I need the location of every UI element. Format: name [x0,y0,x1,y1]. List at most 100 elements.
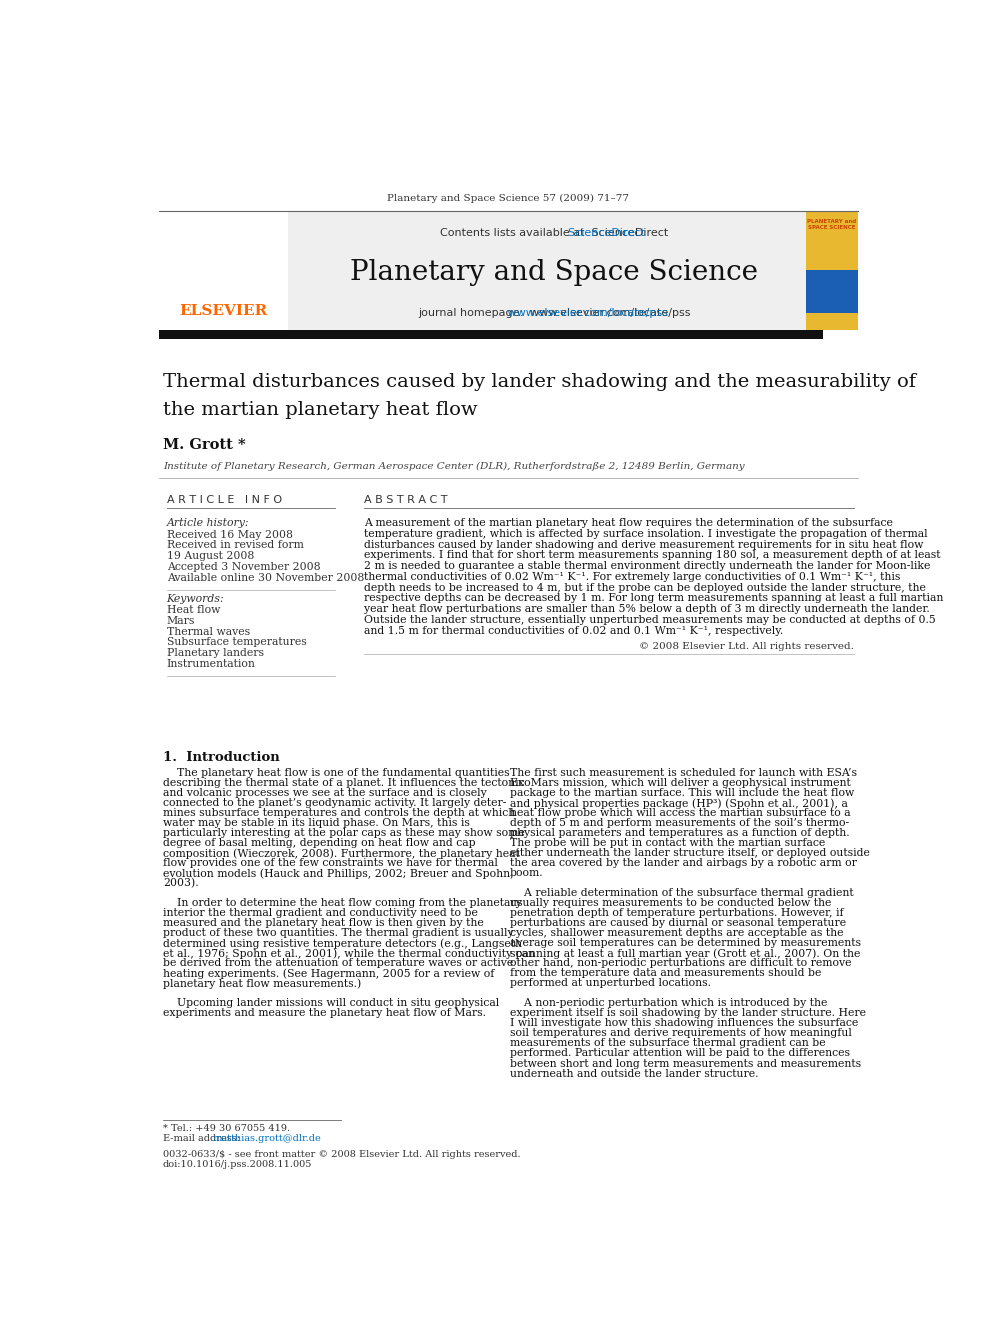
Bar [806,270,858,312]
Text: package to the martian surface. This will include the heat flow: package to the martian surface. This wil… [510,789,854,798]
Text: boom.: boom. [510,868,544,878]
Text: degree of basal melting, depending on heat flow and cap: degree of basal melting, depending on he… [163,839,475,848]
Bar [159,212,823,329]
Text: Institute of Planetary Research, German Aerospace Center (DLR), Rutherfordstraße: Institute of Planetary Research, German … [163,462,744,471]
Text: journal homepage:  www.elsevier.com/locate/pss: journal homepage: www.elsevier.com/locat… [418,308,690,318]
Text: Instrumentation: Instrumentation [167,659,256,669]
Text: Heat flow: Heat flow [167,605,220,615]
Text: determined using resistive temperature detectors (e.g., Langseth: determined using resistive temperature d… [163,938,522,949]
Text: interior the thermal gradient and conductivity need to be: interior the thermal gradient and conduc… [163,909,477,918]
Text: ScienceDirect: ScienceDirect [463,229,645,238]
Text: between short and long term measurements and measurements: between short and long term measurements… [510,1058,861,1069]
Text: Planetary and Space Science 57 (2009) 71–77: Planetary and Space Science 57 (2009) 71… [388,194,629,204]
Text: water may be stable in its liquid phase. On Mars, this is: water may be stable in its liquid phase.… [163,818,469,828]
Text: particularly interesting at the polar caps as these may show some: particularly interesting at the polar ca… [163,828,525,839]
Text: heating experiments. (See Hagermann, 2005 for a review of: heating experiments. (See Hagermann, 200… [163,968,494,979]
Text: usually requires measurements to be conducted below the: usually requires measurements to be cond… [510,898,831,909]
Text: A B S T R A C T: A B S T R A C T [364,495,447,505]
Text: www.elsevier.com/locate/pss: www.elsevier.com/locate/pss [440,308,668,318]
Text: A R T I C L E   I N F O: A R T I C L E I N F O [167,495,282,505]
Text: product of these two quantities. The thermal gradient is usually: product of these two quantities. The the… [163,929,514,938]
Text: penetration depth of temperature perturbations. However, if: penetration depth of temperature perturb… [510,909,843,918]
Text: temperature gradient, which is affected by surface insolation. I investigate the: temperature gradient, which is affected … [364,529,928,538]
Text: depth of 5 m and perform measurements of the soil’s thermo-: depth of 5 m and perform measurements of… [510,818,849,828]
Text: matthias.grott@dlr.de: matthias.grott@dlr.de [212,1134,321,1143]
Text: M. Grott *: M. Grott * [163,438,245,452]
Text: planetary heat flow measurements.): planetary heat flow measurements.) [163,978,361,988]
Text: ExoMars mission, which will deliver a geophysical instrument: ExoMars mission, which will deliver a ge… [510,778,851,789]
Text: mines subsurface temperatures and controls the depth at which: mines subsurface temperatures and contro… [163,808,515,818]
Text: measured and the planetary heat flow is then given by the: measured and the planetary heat flow is … [163,918,483,929]
Text: Article history:: Article history: [167,519,249,528]
Text: and physical properties package (HP³) (Spohn et al., 2001), a: and physical properties package (HP³) (S… [510,798,848,808]
Text: 19 August 2008: 19 August 2008 [167,552,254,561]
Text: © 2008 Elsevier Ltd. All rights reserved.: © 2008 Elsevier Ltd. All rights reserved… [639,642,854,651]
Text: measurements of the subsurface thermal gradient can be: measurements of the subsurface thermal g… [510,1039,825,1049]
Text: performed at unperturbed locations.: performed at unperturbed locations. [510,979,711,988]
Text: A measurement of the martian planetary heat flow requires the determination of t: A measurement of the martian planetary h… [364,519,893,528]
Text: Mars: Mars [167,615,195,626]
Text: doi:10.1016/j.pss.2008.11.005: doi:10.1016/j.pss.2008.11.005 [163,1160,312,1170]
Text: Planetary landers: Planetary landers [167,648,264,658]
Text: The probe will be put in contact with the martian surface: The probe will be put in contact with th… [510,839,825,848]
Text: year heat flow perturbations are smaller than 5% below a depth of 3 m directly u: year heat flow perturbations are smaller… [364,605,930,614]
Text: cycles, shallower measurement depths are acceptable as the: cycles, shallower measurement depths are… [510,929,843,938]
Text: flow provides one of the few constraints we have for thermal: flow provides one of the few constraints… [163,859,498,868]
Text: 2003).: 2003). [163,878,198,889]
Text: et al., 1976; Spohn et al., 2001), while the thermal conductivity can: et al., 1976; Spohn et al., 2001), while… [163,949,535,959]
Text: Outside the lander structure, essentially unperturbed measurements may be conduc: Outside the lander structure, essentiall… [364,615,936,624]
Text: Received in revised form: Received in revised form [167,540,304,550]
Text: A reliable determination of the subsurface thermal gradient: A reliable determination of the subsurfa… [510,888,853,898]
Bar [806,312,858,329]
Text: * Tel.: +49 30 67055 419.: * Tel.: +49 30 67055 419. [163,1125,290,1134]
Text: A non-periodic perturbation which is introduced by the: A non-periodic perturbation which is int… [510,999,827,1008]
Text: 0032-0633/$ - see front matter © 2008 Elsevier Ltd. All rights reserved.: 0032-0633/$ - see front matter © 2008 El… [163,1150,521,1159]
Text: PLANETARY and
SPACE SCIENCE: PLANETARY and SPACE SCIENCE [806,218,856,230]
Text: Thermal disturbances caused by lander shadowing and the measurability of: Thermal disturbances caused by lander sh… [163,373,916,392]
Text: Accepted 3 November 2008: Accepted 3 November 2008 [167,562,320,572]
Text: Thermal waves: Thermal waves [167,627,250,636]
Text: and 1.5 m for thermal conductivities of 0.02 and 0.1 Wm⁻¹ K⁻¹, respectively.: and 1.5 m for thermal conductivities of … [364,626,784,636]
Text: disturbances caused by lander shadowing and derive measurement requirements for : disturbances caused by lander shadowing … [364,540,924,549]
Text: either underneath the lander structure itself, or deployed outside: either underneath the lander structure i… [510,848,870,859]
Text: physical parameters and temperatures as a function of depth.: physical parameters and temperatures as … [510,828,849,839]
Text: Received 16 May 2008: Received 16 May 2008 [167,529,293,540]
Text: average soil temperatures can be determined by measurements: average soil temperatures can be determi… [510,938,861,949]
Text: 1.  Introduction: 1. Introduction [163,751,280,765]
Text: Available online 30 November 2008: Available online 30 November 2008 [167,573,364,582]
Text: heat flow probe which will access the martian subsurface to a: heat flow probe which will access the ma… [510,808,850,818]
Text: soil temperatures and derive requirements of how meaningful: soil temperatures and derive requirement… [510,1028,852,1039]
Text: other hand, non-periodic perturbations are difficult to remove: other hand, non-periodic perturbations a… [510,958,851,968]
Text: experiments. I find that for short term measurements spanning 180 sol, a measure: experiments. I find that for short term … [364,550,940,561]
Text: connected to the planet’s geodynamic activity. It largely deter-: connected to the planet’s geodynamic act… [163,798,506,808]
Text: In order to determine the heat flow coming from the planetary: In order to determine the heat flow comi… [163,898,522,909]
Text: describing the thermal state of a planet. It influences the tectonic: describing the thermal state of a planet… [163,778,525,789]
Text: the area covered by the lander and airbags by a robotic arm or: the area covered by the lander and airba… [510,859,857,868]
Text: composition (Wieczorek, 2008). Furthermore, the planetary heat: composition (Wieczorek, 2008). Furthermo… [163,848,520,859]
Text: underneath and outside the lander structure.: underneath and outside the lander struct… [510,1069,759,1078]
Bar [806,212,858,270]
Text: Keywords:: Keywords: [167,594,224,605]
Text: spanning at least a full martian year (Grott et al., 2007). On the: spanning at least a full martian year (G… [510,949,860,959]
Text: Planetary and Space Science: Planetary and Space Science [350,259,758,286]
Text: depth needs to be increased to 4 m, but if the probe can be deployed outside the: depth needs to be increased to 4 m, but … [364,582,927,593]
Text: perturbations are caused by diurnal or seasonal temperature: perturbations are caused by diurnal or s… [510,918,846,929]
Text: thermal conductivities of 0.02 Wm⁻¹ K⁻¹. For extremely large conductivities of 0: thermal conductivities of 0.02 Wm⁻¹ K⁻¹.… [364,572,901,582]
Text: The planetary heat flow is one of the fundamental quantities: The planetary heat flow is one of the fu… [163,769,509,778]
Text: the martian planetary heat flow: the martian planetary heat flow [163,401,477,419]
Text: Subsurface temperatures: Subsurface temperatures [167,638,307,647]
Text: and volcanic processes we see at the surface and is closely: and volcanic processes we see at the sur… [163,789,486,798]
Text: experiment itself is soil shadowing by the lander structure. Here: experiment itself is soil shadowing by t… [510,1008,866,1019]
Text: 2 m is needed to guarantee a stable thermal environment directly underneath the : 2 m is needed to guarantee a stable ther… [364,561,930,572]
Bar [159,329,823,339]
Text: The first such measurement is scheduled for launch with ESA’s: The first such measurement is scheduled … [510,769,857,778]
Text: be derived from the attenuation of temperature waves or active: be derived from the attenuation of tempe… [163,958,513,968]
Text: ELSEVIER: ELSEVIER [180,304,267,319]
Text: experiments and measure the planetary heat flow of Mars.: experiments and measure the planetary he… [163,1008,486,1019]
Text: performed. Particular attention will be paid to the differences: performed. Particular attention will be … [510,1049,850,1058]
Text: evolution models (Hauck and Phillips, 2002; Breuer and Spohn,: evolution models (Hauck and Phillips, 20… [163,868,514,878]
Text: I will investigate how this shadowing influences the subsurface: I will investigate how this shadowing in… [510,1019,858,1028]
Text: E-mail address:: E-mail address: [163,1134,243,1143]
Text: from the temperature data and measurements should be: from the temperature data and measuremen… [510,968,821,979]
Bar [159,212,289,329]
